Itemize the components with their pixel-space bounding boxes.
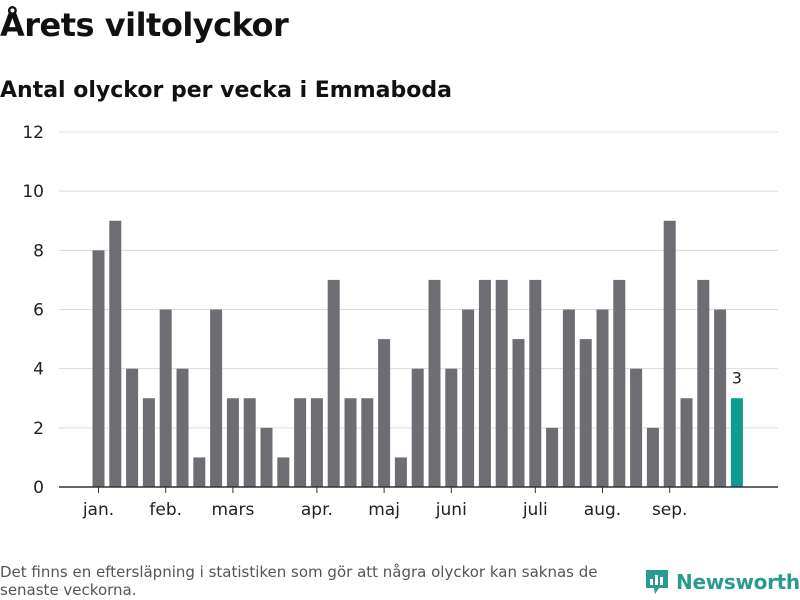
x-tick-label: feb. (149, 500, 182, 520)
bar (243, 398, 256, 487)
bar (411, 368, 424, 487)
bar (142, 398, 155, 487)
bar (495, 279, 508, 487)
chart-subtitle: Antal olyckor per vecka i Emmaboda (0, 78, 452, 103)
chart-title: Årets viltolyckor (0, 6, 289, 44)
x-tick-label: mars (211, 500, 254, 520)
y-tick-label: 12 (22, 123, 44, 143)
y-tick-label: 0 (33, 478, 44, 498)
y-tick-label: 6 (33, 301, 44, 321)
bar-chart: 0 2 4 6 8 10 12 jan. feb. mars apr. maj juni juli aug… (22, 123, 778, 520)
bar (478, 279, 491, 487)
newsworthy-logo-icon (646, 570, 668, 594)
bar (579, 339, 592, 487)
footnote: Det finns en eftersläpning i statistiken… (0, 563, 598, 599)
y-tick-label: 2 (33, 419, 44, 439)
y-tick-label: 8 (33, 241, 44, 261)
bar (378, 339, 391, 487)
bar (92, 250, 105, 487)
bar (562, 309, 575, 487)
bar (646, 427, 659, 487)
bar (294, 398, 307, 487)
brand-logo: Newsworthy (644, 568, 800, 596)
bar (462, 309, 475, 487)
bar (529, 279, 542, 487)
x-tick-label: juni (435, 500, 467, 520)
bar (630, 368, 643, 487)
bar (697, 279, 710, 487)
bar (344, 398, 357, 487)
x-tick-label: sep. (652, 500, 688, 520)
x-axis-ticks: jan. feb. mars apr. maj juni juli aug. sep. (82, 487, 688, 520)
bar (546, 427, 559, 487)
x-tick-label: maj (368, 500, 400, 520)
x-tick-label: juli (522, 500, 548, 520)
y-axis-ticks: 0 2 4 6 8 10 12 (22, 123, 44, 498)
x-tick-label: jan. (82, 500, 114, 520)
bar (260, 427, 273, 487)
bar (277, 457, 290, 487)
bars (92, 220, 743, 487)
bar (176, 368, 189, 487)
y-tick-label: 10 (22, 182, 44, 202)
y-tick-label: 4 (33, 360, 44, 380)
bar (159, 309, 172, 487)
bar (428, 279, 441, 487)
bar (361, 398, 374, 487)
bar (327, 279, 340, 487)
bar (445, 368, 458, 487)
bar-highlight (730, 398, 743, 487)
bar (310, 398, 323, 487)
bar (512, 339, 525, 487)
x-tick-label: aug. (584, 500, 621, 520)
bar (613, 279, 626, 487)
brand-name: Newsworthy (676, 570, 800, 594)
bar (226, 398, 239, 487)
bar (210, 309, 223, 487)
bar (394, 457, 407, 487)
bar (109, 220, 122, 487)
bar (663, 220, 676, 487)
data-label-last: 3 (732, 368, 742, 387)
bar (680, 398, 693, 487)
bar (714, 309, 727, 487)
bar (126, 368, 139, 487)
bar (596, 309, 609, 487)
bar (193, 457, 206, 487)
x-tick-label: apr. (301, 500, 333, 520)
